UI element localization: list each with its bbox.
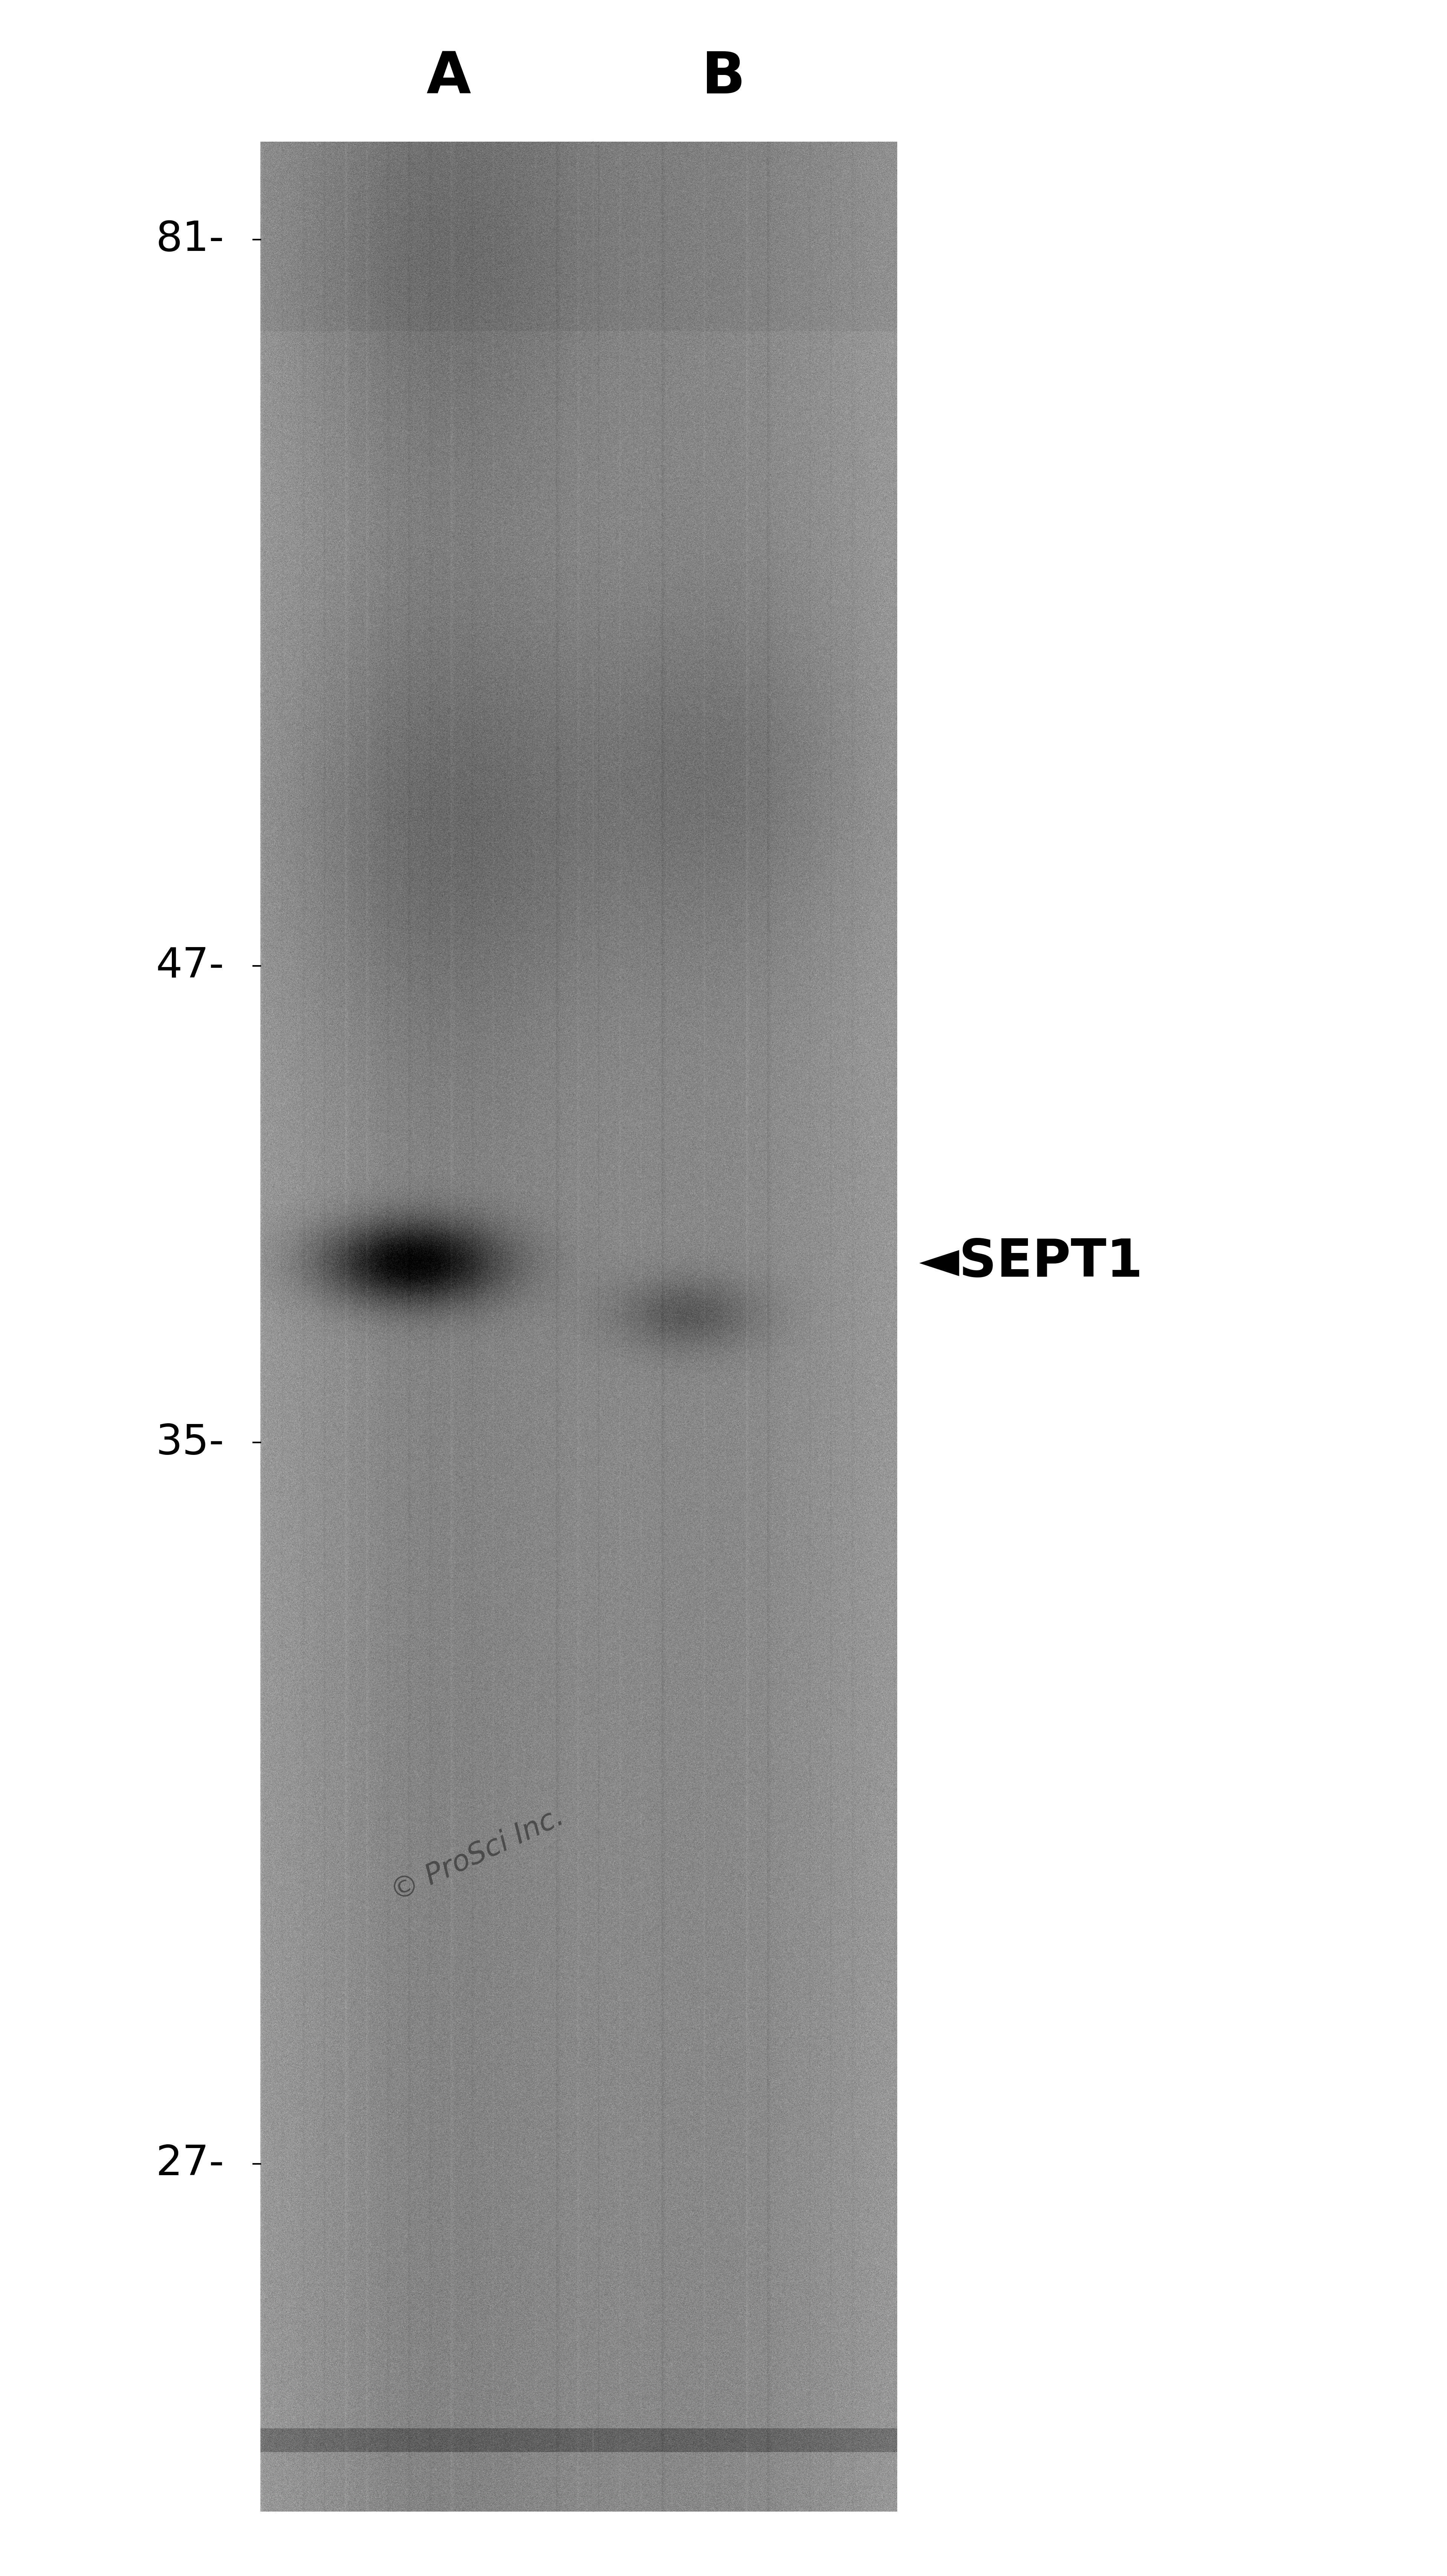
Text: 47-: 47- [156,945,224,987]
Text: 35-: 35- [156,1422,224,1463]
Text: 27-: 27- [156,2143,224,2184]
Text: 81-: 81- [156,219,224,260]
Text: ◄SEPT1: ◄SEPT1 [919,1236,1143,1288]
Text: B: B [702,49,745,106]
Text: © ProSci Inc.: © ProSci Inc. [386,1803,569,1906]
Text: A: A [427,49,470,106]
